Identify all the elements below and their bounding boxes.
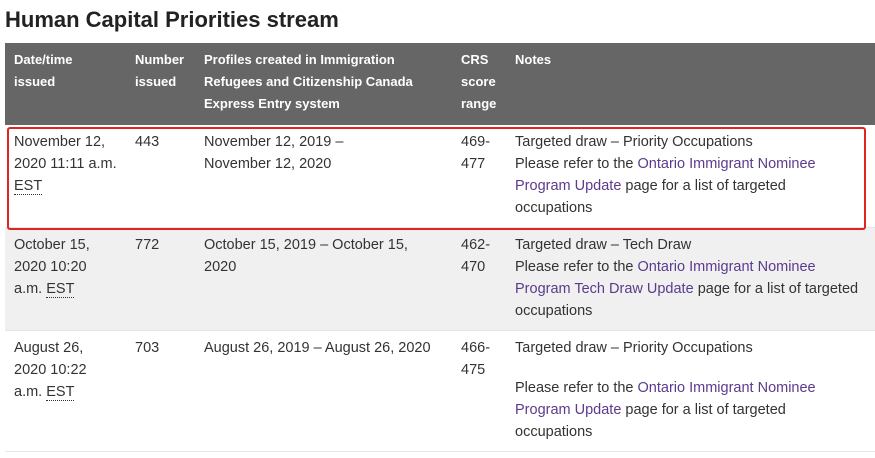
profiles-cell: August 26, 2019 – August 26, 2020 [195,330,452,452]
draw-type: Targeted draw – Tech Draw [515,237,692,253]
timezone: EST [46,281,75,298]
profiles-cell: October 15, 2019 – October 15, 2020 [195,227,452,331]
date-text: October 15, 2020 10:20 a.m. [14,237,90,297]
date-cell: October 15, 2020 10:20 a.m. EST [5,227,126,331]
note-link[interactable]: Ontario Immigrant Nominee Program Update [515,380,816,418]
timezone: EST [14,178,43,195]
table-row: August 26, 2020 10:22 a.m. EST 703 August … [5,330,875,452]
crs-cell: 466-475 [452,330,506,452]
number-cell: 703 [126,330,195,452]
notes-cell: Targeted draw – Priority Occupations Plea… [506,330,875,452]
date-cell: November 12, 2020 11:11 a.m. EST [5,125,126,228]
date-text: August 26, 2020 10:22 a.m. [14,340,87,400]
column-header: Profiles created in Immigration Refugees… [195,43,452,125]
page-title: Human Capital Priorities stream [5,7,339,32]
draw-type: Targeted draw – Priority Occupations [515,134,753,150]
number-cell: 443 [126,125,195,228]
date-cell: August 26, 2020 10:22 a.m. EST [5,330,126,452]
table-body: November 12, 2020 11:11 a.m. EST 443 Novem… [5,125,875,452]
note-link[interactable]: Ontario Immigrant Nominee Program Tech D… [515,259,816,297]
notes-cell: Targeted draw – Tech Draw Please refer to… [506,227,875,331]
table-row: October 15, 2020 10:20 a.m. EST 772 Octobe… [5,227,875,331]
draws-table: Date/time issued Number issued Profiles cr… [5,43,875,452]
table-row: November 12, 2020 11:11 a.m. EST 443 Novem… [5,125,875,228]
column-header: Number issued [126,43,195,125]
timezone: EST [46,384,75,401]
draw-type: Targeted draw – Priority Occupations [515,340,753,356]
crs-cell: 462-470 [452,227,506,331]
note-prefix: Please refer to the [515,259,634,275]
note-suffix: page for a list of targeted occupations [515,402,786,440]
crs-cell: 469-477 [452,125,506,228]
column-header: CRS score range [452,43,506,125]
note-link[interactable]: Ontario Immigrant Nominee Program Update [515,156,816,194]
note-ref: Please refer to the Ontario Immigrant No… [515,153,866,219]
date-text: November 12, 2020 11:11 a.m. [14,134,117,172]
column-header: Date/time issued [5,43,126,125]
note-suffix: page for a list of targeted occupations [515,178,786,216]
note-prefix: Please refer to the [515,156,634,172]
note-ref: Please refer to the Ontario Immigrant No… [515,256,866,322]
column-header: Notes [506,43,875,125]
notes-cell: Targeted draw – Priority Occupations Plea… [506,125,875,228]
header-row: Date/time issued Number issued Profiles cr… [5,43,875,125]
note-ref: Please refer to the Ontario Immigrant No… [515,377,866,443]
note-prefix: Please refer to the [515,380,634,396]
number-cell: 772 [126,227,195,331]
table-head: Date/time issued Number issued Profiles cr… [5,43,875,125]
note-suffix: page for a list of targeted occupations [515,281,859,319]
profiles-cell: November 12, 2019 – November 12, 2020 [195,125,452,228]
